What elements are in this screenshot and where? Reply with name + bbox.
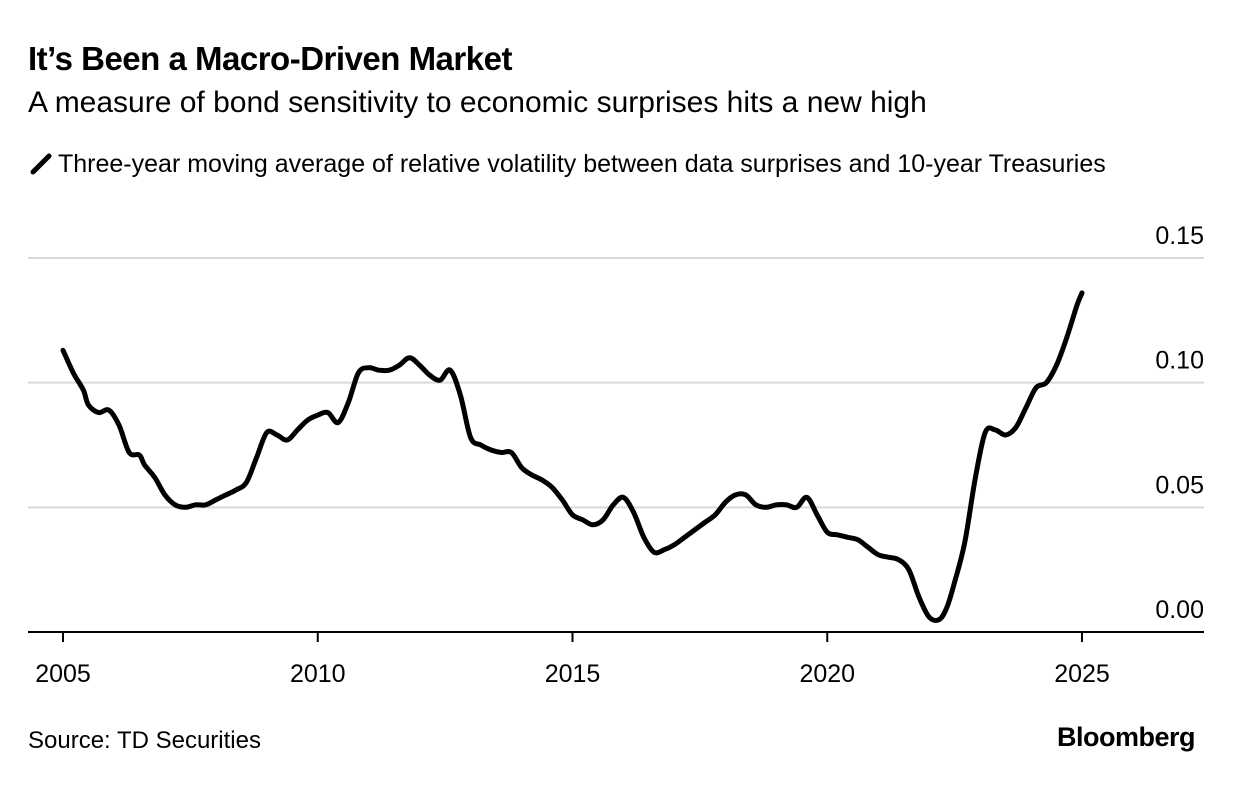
- y-axis-ticks: 0.00 0.05 0.10 0.15: [1155, 222, 1204, 624]
- source-note: Source: TD Securities: [28, 727, 261, 754]
- x-axis-ticks: 2005 2010 2015 2020 2025: [35, 632, 1110, 688]
- x-tick-label: 2015: [545, 660, 601, 688]
- x-tick-label: 2005: [35, 660, 91, 688]
- y-tick-label: 0.00: [1155, 596, 1204, 624]
- bloomberg-logo: Bloomberg: [1056, 722, 1196, 752]
- y-tick-label: 0.15: [1155, 222, 1204, 250]
- y-tick-label: 0.10: [1155, 347, 1204, 375]
- chart-subtitle: A measure of bond sensitivity to economi…: [28, 86, 927, 119]
- legend: Three-year moving average of relative vo…: [30, 148, 1180, 181]
- x-tick-label: 2020: [799, 660, 855, 688]
- legend-label: Three-year moving average of relative vo…: [58, 150, 1106, 178]
- series-line: [60, 290, 1085, 623]
- y-tick-label: 0.05: [1155, 471, 1204, 499]
- legend-line-icon: [30, 153, 52, 175]
- x-tick-label: 2010: [290, 660, 346, 688]
- x-tick-label: 2025: [1054, 660, 1110, 688]
- gridlines: [28, 257, 1204, 509]
- chart-title: It’s Been a Macro-Driven Market: [28, 40, 512, 77]
